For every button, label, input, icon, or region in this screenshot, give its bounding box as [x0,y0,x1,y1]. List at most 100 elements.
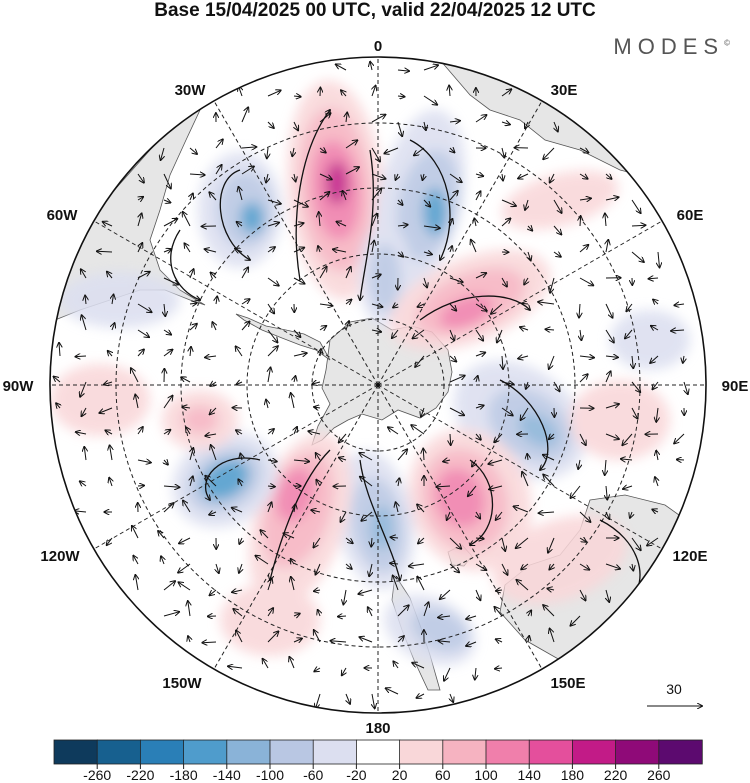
wind-arrow [293,199,308,207]
wind-arrow [209,512,217,515]
wind-arrow [345,140,357,149]
colorbar-tick-label: -180 [170,767,198,783]
wind-arrow [424,277,427,287]
wind-arrow [337,222,347,227]
streamline-4 [219,169,250,260]
wind-arrow [316,563,321,575]
wind-arrow [571,485,581,498]
wind-arrow [189,174,205,175]
wind-arrow [438,616,451,618]
wind-arrow [622,433,633,445]
wind-arrow [131,368,139,383]
wind-arrow [345,564,352,569]
wind-arrow [475,115,486,123]
wind-arrow [289,657,295,669]
wind-arrow [476,433,481,440]
wind-arrow [578,459,580,469]
wind-arrow [549,563,554,570]
wind-arrow [241,267,248,279]
wind-arrow [605,303,613,318]
wind-arrow [138,214,142,227]
wind-arrow [216,563,219,573]
wind-arrow [579,198,591,200]
wind-arrow [85,296,86,305]
wind-arrow [397,605,409,617]
wind-arrow [417,577,425,591]
wind-arrow [520,327,529,330]
meridian-line [213,384,379,670]
wind-arrow [372,241,374,253]
wind-arrow [580,216,581,227]
colorbar-swatch [312,739,358,765]
wind-arrow [501,199,516,206]
wind-arrow [293,353,307,356]
wind-arrow [476,511,480,519]
wind-arrow [397,225,408,226]
wind-arrow [284,533,295,539]
streamline-10 [206,457,261,500]
wind-arrow [632,355,633,368]
wind-arrow [267,121,274,128]
wind-arrow [605,214,606,227]
wind-arrow [447,511,450,520]
wind-arrow [683,355,684,363]
meridian-label-120e: 120E [672,548,707,565]
wind-arrow [338,616,347,617]
wind-arrow [606,589,609,602]
wind-arrow [215,165,222,175]
wind-arrow [423,95,437,105]
wind-arrow [449,173,462,182]
wind-arrow [209,192,217,201]
wind-arrow [571,615,581,626]
wind-arrow [475,589,480,600]
colorbar-tick-label: -220 [126,767,154,783]
wind-arrow [579,356,594,358]
meridian-label-30e: 30E [551,82,578,99]
wind-arrow [239,537,242,544]
wind-arrow [372,693,375,708]
wind-arrow [527,454,528,461]
wind-arrow [341,511,347,522]
wind-arrow [318,610,320,617]
wind-arrow [312,382,321,384]
negative-anomaly-12-mid [411,607,469,653]
wind-arrow [393,661,398,669]
wind-arrow [292,147,294,156]
wind-arrow [371,275,381,279]
wind-arrow [135,575,138,591]
wind-arrow [502,537,505,551]
wind-arrow [605,404,619,409]
wind-arrow [205,476,217,487]
colorbar-tick-label: 220 [604,767,628,783]
wind-arrow [314,668,321,671]
positive-anomaly-14-outer [50,364,150,436]
wind-arrow [423,449,424,461]
wind-arrow [580,329,581,340]
wind-arrow [267,200,281,204]
meridian-label-30w: 30W [175,82,207,99]
wind-arrow [54,377,61,383]
wind-arrow [205,356,217,357]
streamline-8 [359,459,400,580]
wind-arrow [320,349,321,357]
wind-arrow [99,407,113,413]
wind-arrow [346,693,350,704]
meridian-line [377,384,543,670]
wind-arrow [179,537,191,543]
wind-arrow [318,246,320,253]
wind-arrow [163,330,171,335]
wind-arrow [547,589,555,591]
wind-arrow [398,252,403,257]
wind-arrow [579,147,588,153]
wind-arrow [656,451,658,461]
wind-arrow [319,148,326,153]
wind-arrow [371,304,382,307]
wind-arrow [491,303,503,314]
wind-arrow [345,267,351,279]
wind-arrow [631,537,641,550]
wind-arrow [371,147,380,162]
positive-anomaly-18-outer [492,515,628,605]
wind-arrow [475,303,487,311]
wind-arrow [236,430,243,434]
wind-arrow [132,526,139,539]
